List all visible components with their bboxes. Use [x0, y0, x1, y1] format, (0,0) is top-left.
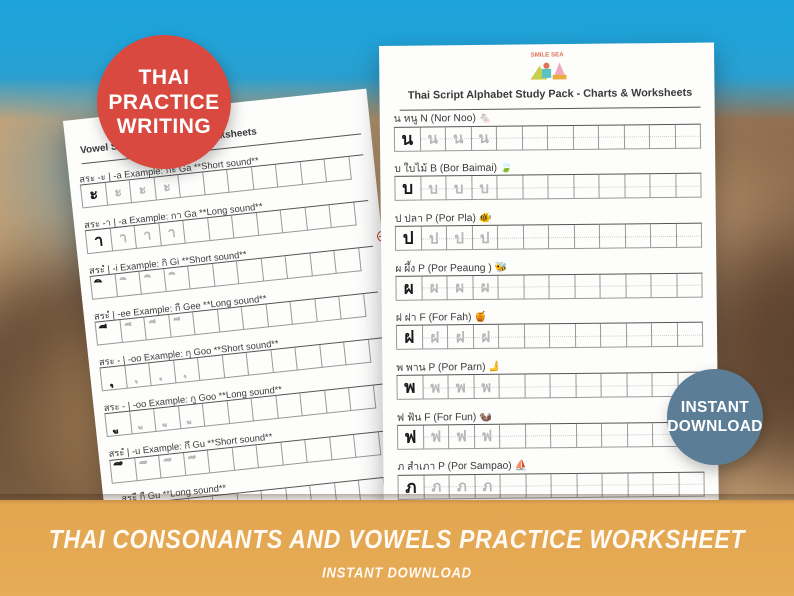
svg-text:SMILE SEA: SMILE SEA: [530, 51, 564, 58]
